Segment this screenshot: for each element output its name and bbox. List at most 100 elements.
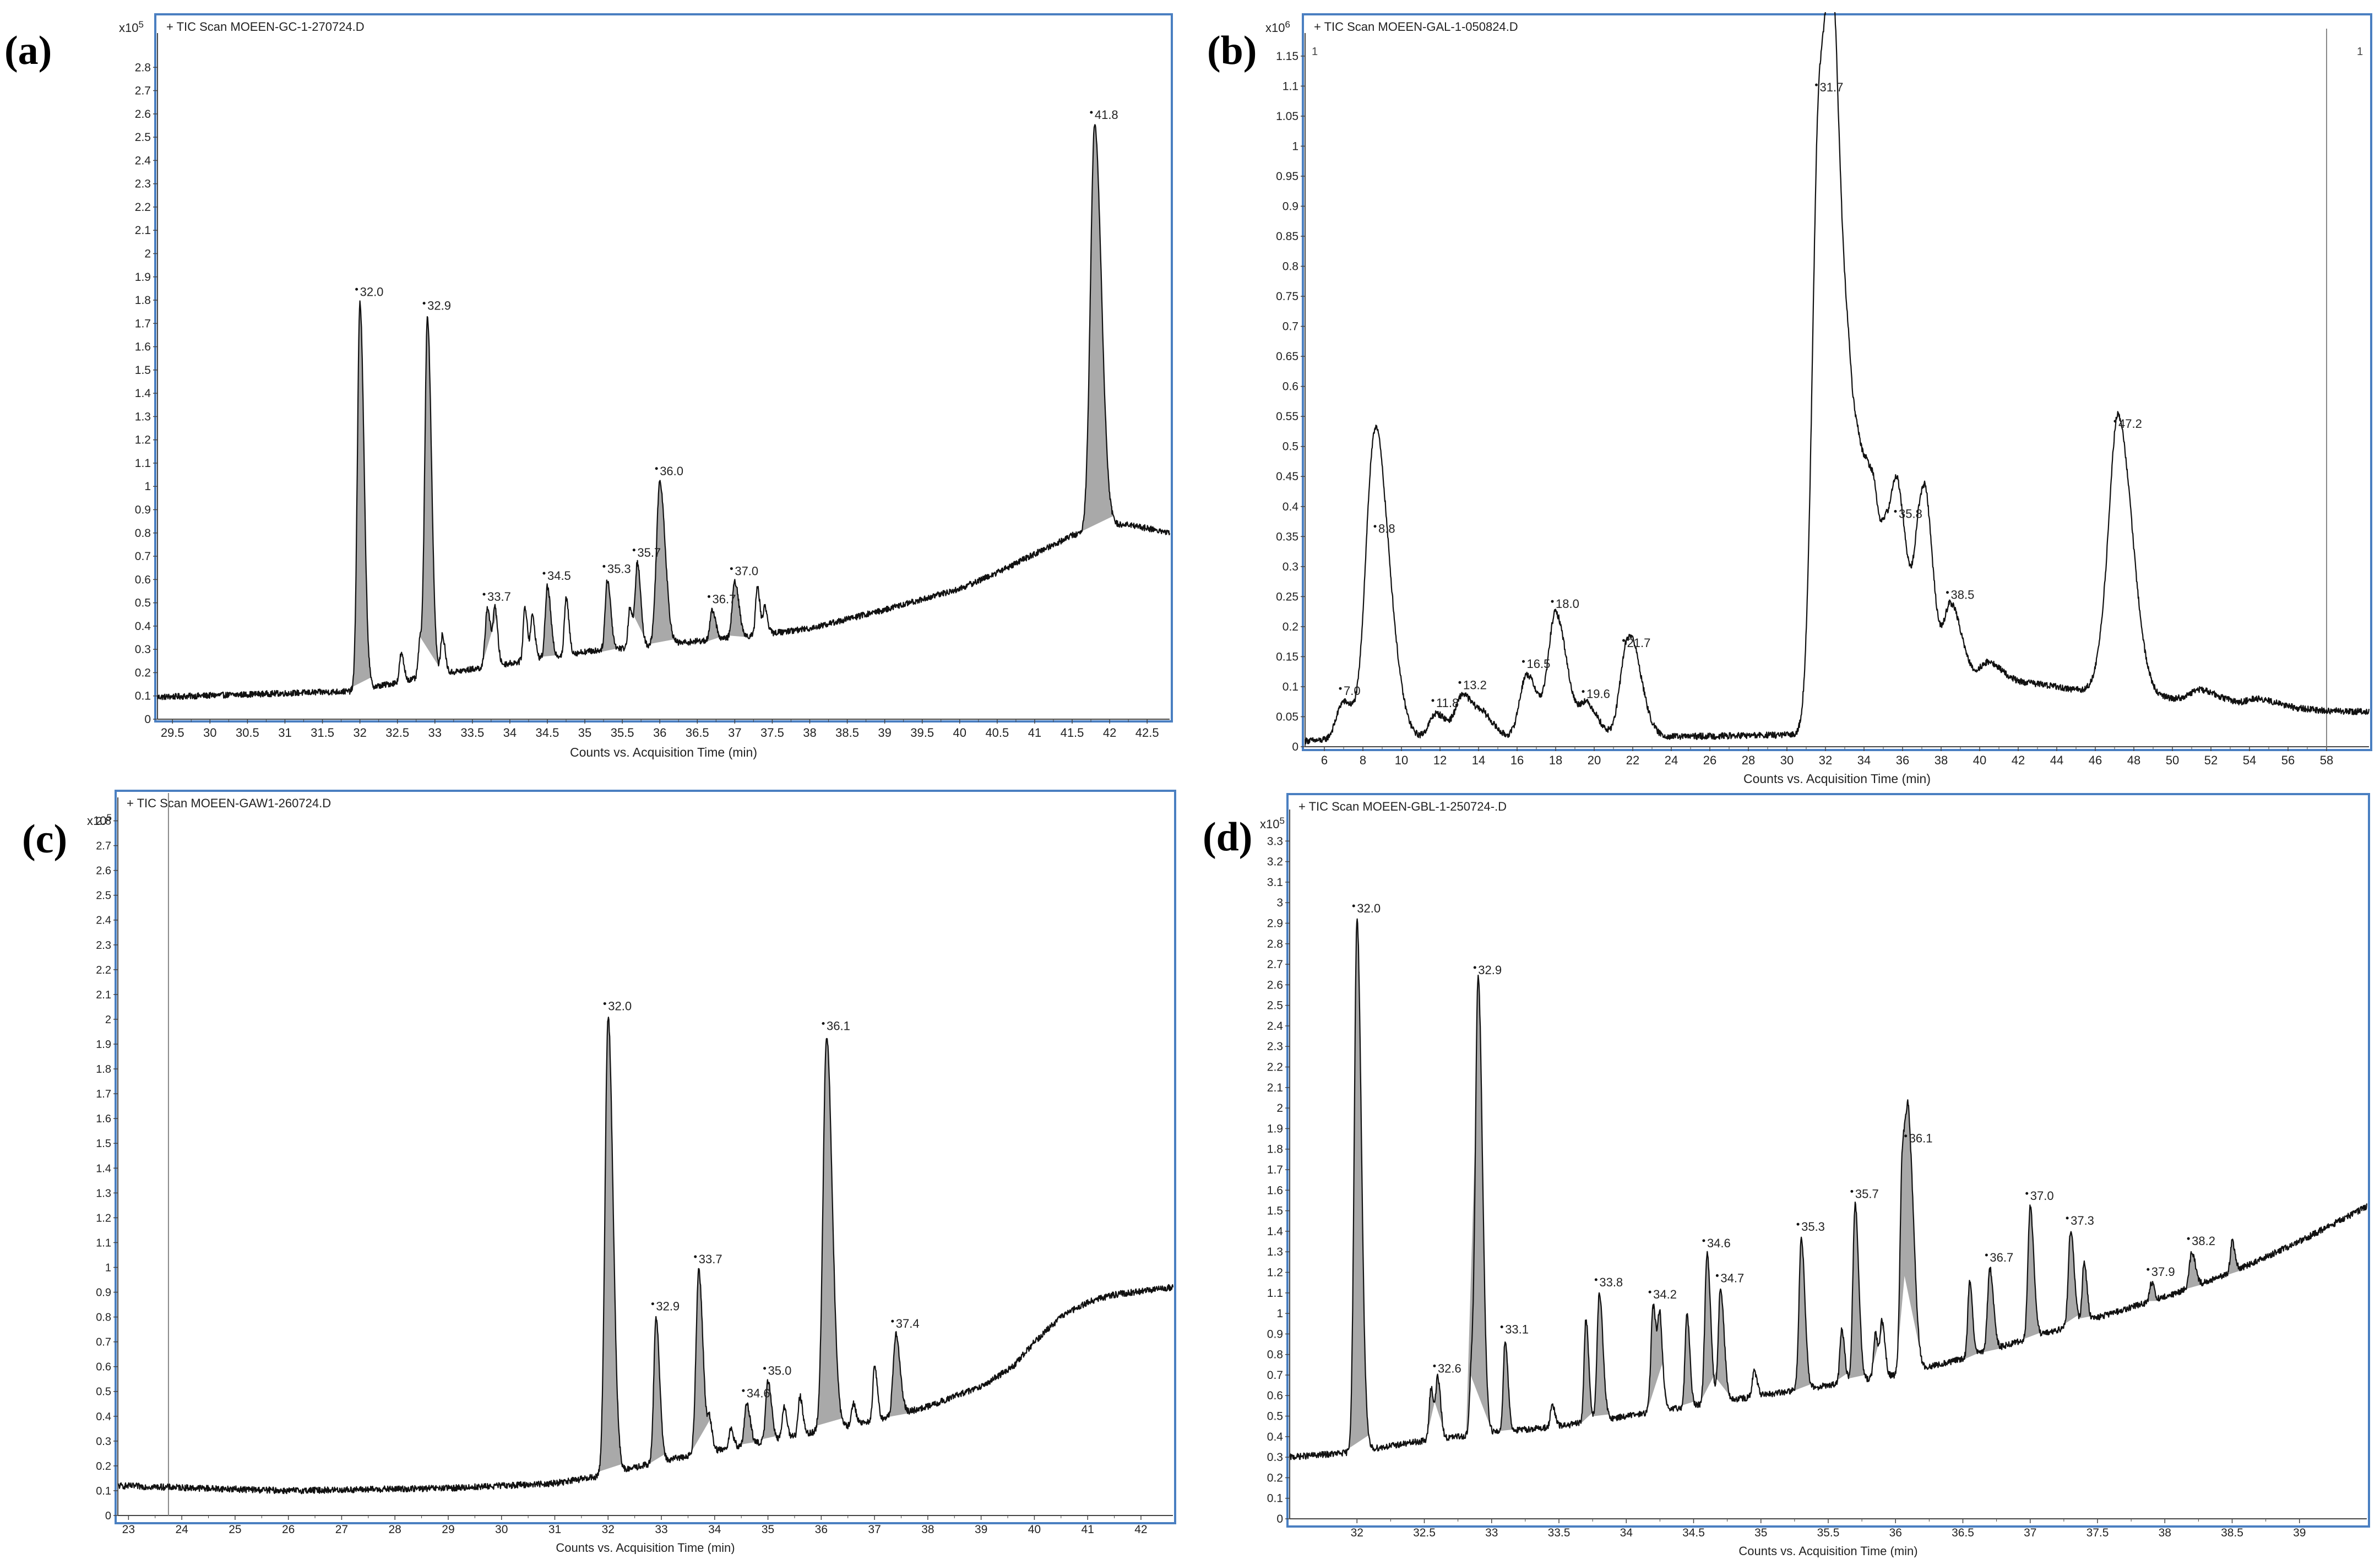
peak-area [2185, 1251, 2202, 1290]
peak-marker [822, 1022, 825, 1025]
y-tick-label: 0.9 [96, 1287, 111, 1299]
peak-label: 32.9 [656, 1300, 680, 1313]
x-tick-label: 30 [1780, 753, 1794, 767]
y-tick-label: 0.4 [135, 620, 151, 633]
x-tick-label: 46 [2089, 753, 2102, 767]
peak-marker [1796, 1223, 1800, 1226]
peak-marker [1473, 966, 1476, 969]
peak-label: 38.5 [1951, 588, 1975, 602]
x-tick-label: 18 [1549, 753, 1562, 767]
x-tick-label: 40 [1973, 753, 1986, 767]
peak-marker [1715, 1274, 1719, 1277]
x-tick-label: 36.5 [1952, 1527, 1974, 1539]
plot-area-b: 0 0.05 0.1 0.15 0.2 0.25 0.3 0.35 0.4 0.45 0.5 0.55… [1276, 12, 2370, 767]
x-tick-label: 16 [1510, 753, 1524, 767]
x-tick-label: 36.5 [686, 726, 709, 740]
x-tick-label: 35.5 [1817, 1527, 1840, 1539]
x-tick-label: 56 [2281, 753, 2295, 767]
y-tick-label: 2.2 [1267, 1061, 1283, 1074]
x-tick-label: 28 [1742, 753, 1755, 767]
y-tick-label: 1.5 [1267, 1205, 1283, 1218]
y-tick-label: 2.8 [1267, 938, 1283, 950]
x-tick-label: 37.5 [760, 726, 784, 740]
y-tick-label: 2.4 [135, 154, 151, 167]
x-tick-label: 34.5 [536, 726, 559, 740]
y-tick-label: 1 [144, 480, 151, 493]
x-tick-label: 33 [428, 726, 442, 740]
peak-label: 37.0 [735, 564, 758, 578]
x-tick-label: 20 [1588, 753, 1601, 767]
y-tick-label: 1.4 [96, 1163, 111, 1175]
y-tick-label: 1.6 [1267, 1184, 1283, 1197]
plot-frame-d [1286, 793, 2370, 1528]
x-tick-label: 25 [229, 1523, 241, 1536]
peak-area [1432, 1374, 1446, 1437]
y-tick-label: 0.8 [96, 1312, 111, 1324]
x-tick-label: 44 [2050, 753, 2063, 767]
x-tick-label: 31 [548, 1523, 561, 1536]
peak-marker [1522, 660, 1525, 663]
x-tick-label: 41 [1028, 726, 1041, 740]
peak-marker [2113, 420, 2117, 423]
peak-label: 33.7 [487, 590, 511, 604]
exponent-label-d: x105 [1260, 816, 1285, 831]
peak-label: 13.2 [1463, 678, 1487, 692]
x-tick-label: 39 [2293, 1527, 2306, 1539]
peak-label: 11.8 [1436, 696, 1459, 710]
exponent-label-c: x105 [87, 812, 112, 828]
x-tick-label: 35 [578, 726, 591, 740]
x-tick-label: 31.5 [311, 726, 334, 740]
y-tick-label: 0.6 [135, 573, 151, 586]
peak-label: 41.8 [1095, 108, 1118, 122]
y-tick-label: 1.9 [135, 271, 151, 284]
x-tick-label: 33.5 [1548, 1527, 1571, 1539]
y-tick-label: 1.3 [96, 1187, 111, 1199]
peak-marker [1850, 1189, 1854, 1193]
peak-label: 37.0 [2030, 1189, 2054, 1203]
x-tick-label: 32 [602, 1523, 615, 1536]
peak-label: 34.2 [1653, 1288, 1677, 1301]
x-tick-label: 38.5 [2221, 1527, 2243, 1539]
x-tick-label: 10 [1395, 753, 1408, 767]
x-tick-label: 42 [2012, 753, 2025, 767]
y-tick-label: 0 [144, 713, 151, 726]
y-tick-label: 2.4 [96, 915, 111, 927]
y-tick-label: 0.7 [96, 1337, 111, 1349]
y-tick-label: 3.2 [1267, 856, 1283, 868]
plot-area-d: 0 0.1 0.2 0.3 0.4 0.5 0.6 0.7 0.8 0.9 1 1.1 1.2 1.3 1.… [1267, 810, 2368, 1539]
y-tick-label: 1.1 [96, 1237, 111, 1249]
x-tick-label: 52 [2204, 753, 2218, 767]
peak-marker [2187, 1237, 2190, 1240]
y-tick-label: 0.9 [1283, 200, 1298, 213]
x-tick-label: 12 [1433, 753, 1447, 767]
y-tick-label: 1.3 [135, 410, 151, 423]
y-tick-label: 2.3 [1267, 1040, 1283, 1053]
y-tick-label: 0.1 [1283, 681, 1298, 693]
x-tick-label: 36 [1896, 753, 1909, 767]
y-tick-label: 1 [1276, 1307, 1283, 1320]
x-tick-label: 40.5 [985, 726, 1009, 740]
y-tick-label: 1.2 [96, 1212, 111, 1224]
x-tick-label: 14 [1472, 753, 1485, 767]
chart-title-b: + TIC Scan MOEEN-GAL-1-050824.D [1314, 20, 1518, 34]
y-tick-label: 0.5 [1283, 441, 1298, 453]
y-tick-label: 0.1 [1267, 1492, 1283, 1505]
x-tick-label: 36 [1889, 1527, 1902, 1539]
x-tick-label: 32 [1819, 753, 1832, 767]
peak-label: 32.9 [427, 299, 451, 313]
exponent-label-a: x105 [119, 19, 144, 35]
x-tick-label: 35 [762, 1523, 774, 1536]
x-tick-label: 33 [1485, 1527, 1498, 1539]
y-tick-label: 0.45 [1276, 470, 1298, 483]
x-tick-label: 38 [921, 1523, 934, 1536]
y-tick-label: 0.6 [1267, 1389, 1283, 1402]
peak-area [1654, 1310, 1668, 1405]
y-tick-label: 1.5 [135, 364, 151, 377]
panel-letter-d: (d) [1203, 814, 1253, 860]
peak-label: 35.8 [1899, 507, 1922, 520]
y-tick-label: 0.15 [1276, 650, 1298, 663]
tic-trace-a [156, 124, 1171, 700]
y-tick-label: 0.1 [96, 1485, 111, 1497]
y-tick-label: 0 [105, 1510, 111, 1522]
y-tick-label: 1.7 [96, 1088, 111, 1100]
